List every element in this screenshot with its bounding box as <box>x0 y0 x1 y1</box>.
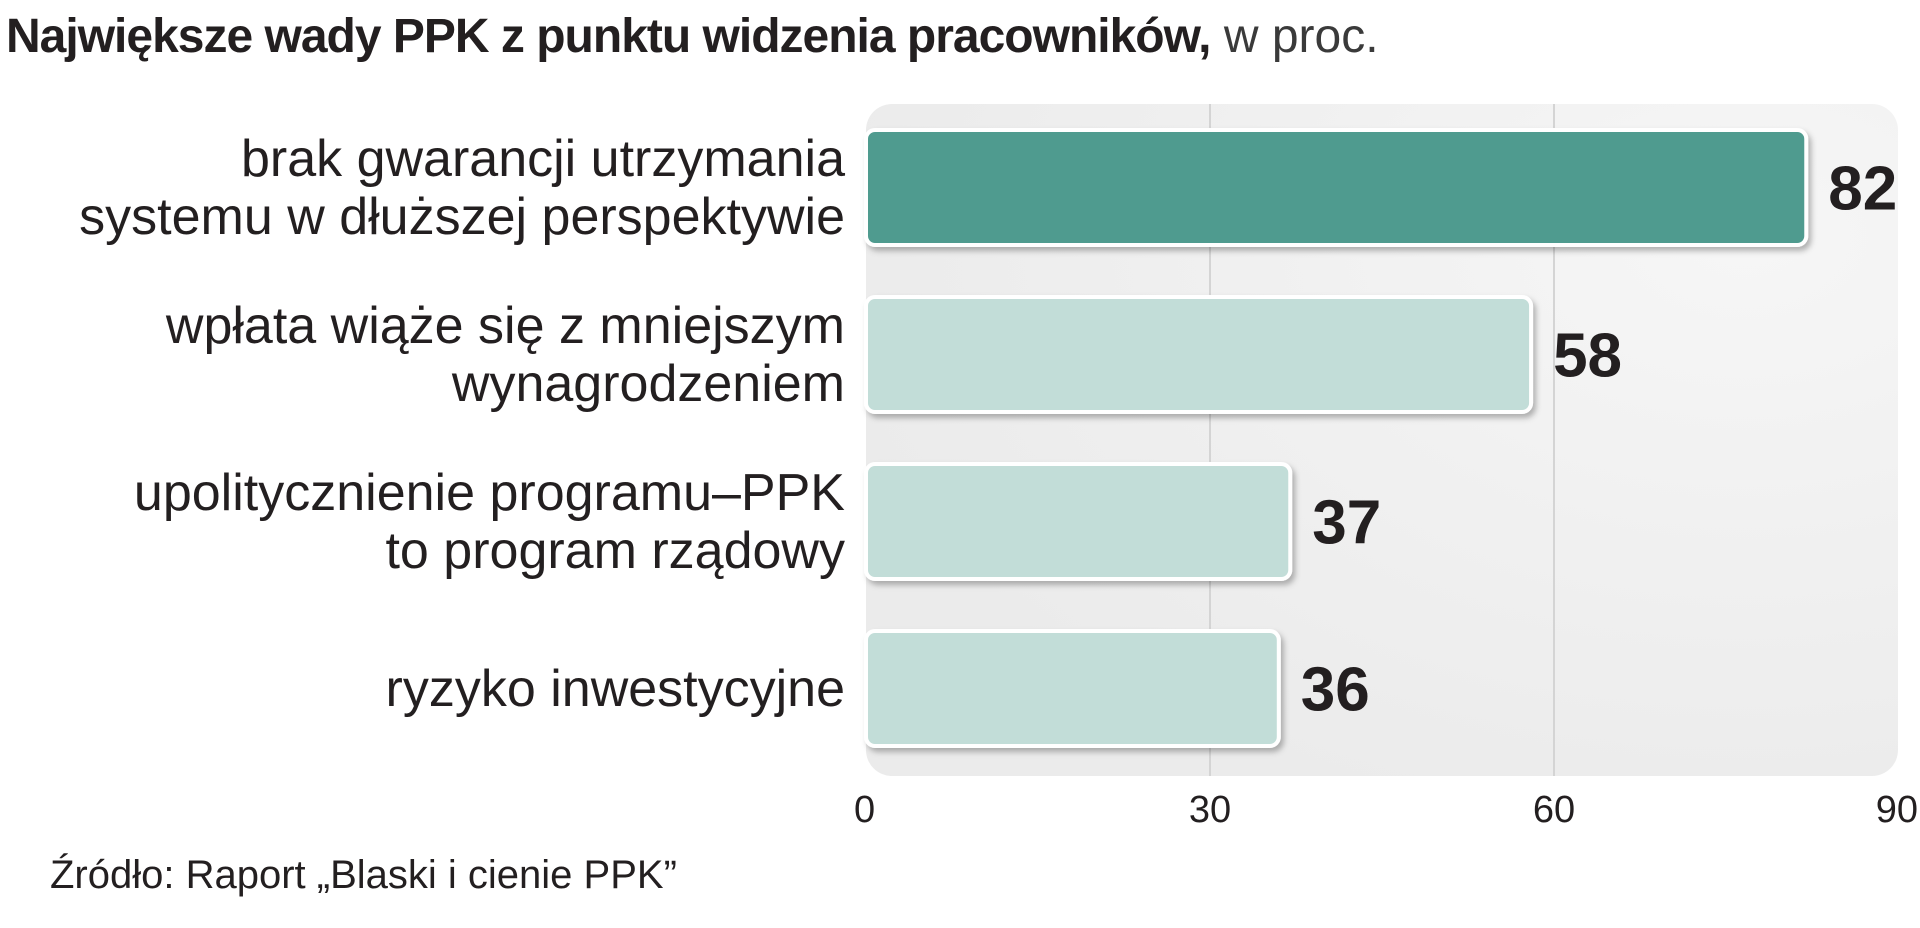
category-label-4: ryzyko inwestycyjne <box>0 660 845 718</box>
value-label-3: 37 <box>1312 489 1381 558</box>
category-label-line: wynagrodzeniem <box>451 354 845 413</box>
x-tick-label-60: 60 <box>1533 789 1575 831</box>
bar-3 <box>864 462 1293 581</box>
value-label-4: 36 <box>1301 656 1370 725</box>
category-label-line: systemu w dłuższej perspektywie <box>79 187 845 246</box>
bar-4 <box>864 629 1281 748</box>
plot-background <box>866 104 1898 776</box>
category-label-line: ryzyko inwestycyjne <box>385 659 845 718</box>
category-label-line: upolitycznienie programu–PPK <box>133 463 845 522</box>
category-label-3: upolitycznienie programu–PPK to program r… <box>0 464 845 580</box>
chart-title-main: Największe wady PPK z punktu widzenia pr… <box>6 10 1212 63</box>
bar-2 <box>864 295 1534 414</box>
x-tick-label-30: 30 <box>1189 789 1231 831</box>
chart-title: Największe wady PPK z punktu widzenia pr… <box>6 4 1379 70</box>
category-label-1: brak gwarancji utrzymania systemu w dłużs… <box>0 130 845 246</box>
value-label-2: 58 <box>1553 322 1622 391</box>
value-label-1: 82 <box>1828 155 1897 224</box>
category-label-line: brak gwarancji utrzymania <box>240 129 845 188</box>
category-label-2: wpłata wiąże się z mniejszym wynagrodzeni… <box>0 297 845 413</box>
category-label-line: wpłata wiąże się z mniejszym <box>165 296 845 355</box>
chart-title-unit: w proc. <box>1210 10 1379 63</box>
source-note: Źródło: Raport „Blaski i cienie PPK” <box>50 853 677 897</box>
category-label-line: to program rządowy <box>385 521 845 580</box>
x-tick-label-0: 0 <box>854 789 875 831</box>
bar-1 <box>864 128 1809 247</box>
x-tick-label-90: 90 <box>1876 789 1918 831</box>
